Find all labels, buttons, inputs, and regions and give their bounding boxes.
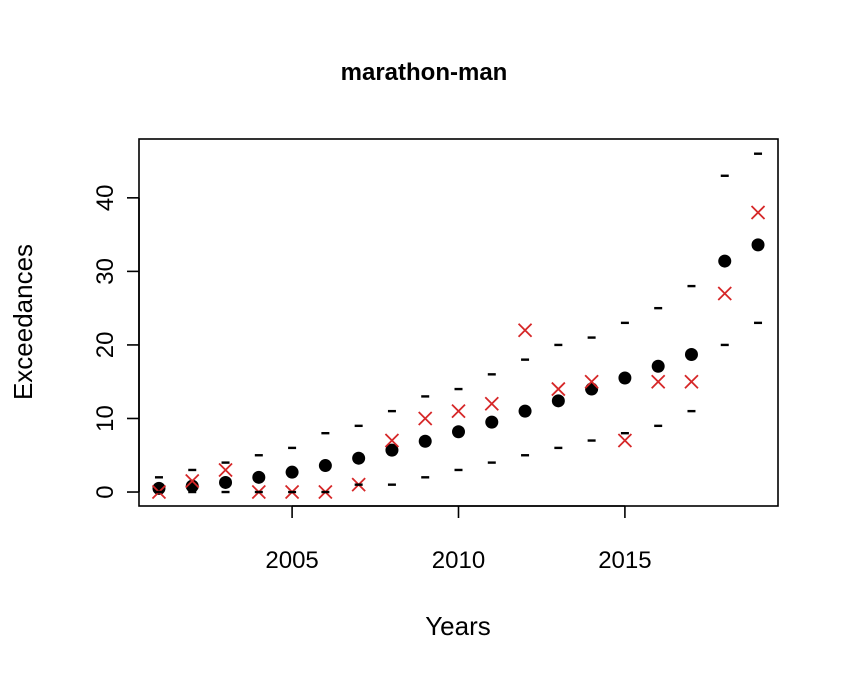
x-tick-label-2: 2015 bbox=[598, 547, 651, 574]
point-s0-12 bbox=[551, 394, 565, 408]
point-s0-7 bbox=[385, 443, 399, 457]
point-s0-10 bbox=[485, 415, 499, 429]
point-s0-4 bbox=[285, 465, 299, 479]
point-s1-9 bbox=[451, 403, 466, 419]
y-tick-label-3: 30 bbox=[92, 258, 119, 285]
y-axis: 0 10 20 30 40 bbox=[92, 184, 140, 499]
point-s0-2 bbox=[219, 475, 233, 489]
point-s1-11 bbox=[517, 323, 533, 338]
x-axis: 2005 2010 2015 bbox=[265, 505, 652, 574]
point-s1-16 bbox=[684, 374, 699, 389]
point-s0-18 bbox=[751, 238, 765, 252]
point-s1-17 bbox=[717, 286, 732, 301]
point-s0-8 bbox=[418, 434, 432, 448]
x-axis-label: Years bbox=[425, 611, 491, 641]
point-s0-6 bbox=[352, 451, 366, 465]
point-s1-1 bbox=[185, 473, 200, 489]
point-s1-18 bbox=[750, 205, 766, 220]
point-s1-14 bbox=[617, 433, 633, 448]
point-s1-13 bbox=[584, 374, 599, 389]
point-s1-2 bbox=[218, 462, 233, 478]
point-s0-13 bbox=[585, 382, 599, 396]
point-s0-14 bbox=[618, 371, 632, 385]
point-s1-7 bbox=[384, 433, 400, 448]
point-s0-11 bbox=[518, 404, 532, 418]
point-s1-8 bbox=[418, 411, 433, 426]
chart-title: marathon-man bbox=[341, 59, 508, 86]
plot-frame bbox=[138, 138, 779, 507]
point-s0-16 bbox=[684, 347, 698, 361]
y-tick-label-0: 0 bbox=[92, 485, 119, 498]
x-tick-label-0: 2005 bbox=[265, 547, 318, 574]
point-s0-5 bbox=[318, 459, 332, 473]
data-marks bbox=[151, 152, 766, 500]
y-tick-label-2: 20 bbox=[92, 332, 119, 359]
point-s1-12 bbox=[551, 381, 566, 397]
y-tick-label-1: 10 bbox=[92, 405, 119, 432]
y-tick-label-4: 40 bbox=[92, 184, 119, 211]
point-s1-10 bbox=[484, 396, 499, 411]
point-s0-1 bbox=[185, 479, 199, 493]
point-s0-3 bbox=[252, 470, 266, 484]
y-axis-label: Exceedances bbox=[8, 244, 38, 400]
point-s0-17 bbox=[718, 254, 732, 268]
point-s0-15 bbox=[651, 359, 665, 373]
x-tick-label-1: 2010 bbox=[432, 547, 485, 574]
point-s1-15 bbox=[651, 374, 666, 389]
point-s0-9 bbox=[452, 425, 465, 439]
